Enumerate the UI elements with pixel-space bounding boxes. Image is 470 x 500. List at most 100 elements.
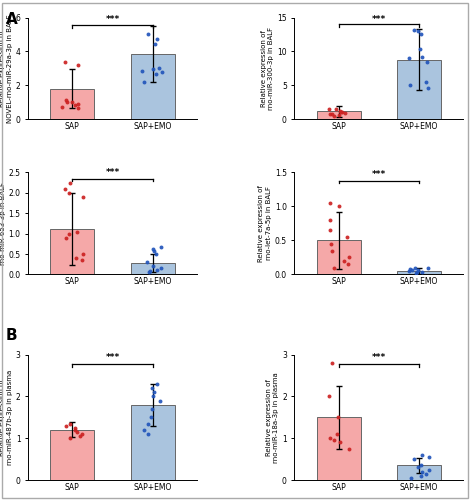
Point <box>66 230 73 237</box>
Y-axis label: Relative expression of
rno-let-7a-5p in BALF: Relative expression of rno-let-7a-5p in … <box>258 185 272 262</box>
Point <box>153 34 161 42</box>
Point <box>414 268 421 276</box>
Point <box>144 430 151 438</box>
Point <box>329 246 336 254</box>
Point <box>158 68 166 76</box>
Point <box>341 109 348 117</box>
Point <box>336 112 343 120</box>
Bar <box>316 112 360 120</box>
Point <box>330 112 338 120</box>
Point <box>146 267 154 275</box>
Point <box>74 104 82 112</box>
Bar <box>397 271 441 274</box>
Bar <box>131 54 175 120</box>
Point <box>413 269 420 277</box>
Point <box>149 262 157 270</box>
Point <box>336 202 343 210</box>
Point <box>151 40 159 48</box>
Point <box>424 264 432 272</box>
Text: ***: *** <box>105 16 119 24</box>
Point <box>150 247 157 255</box>
Point <box>148 414 155 422</box>
Point <box>62 58 69 66</box>
Point <box>152 250 160 258</box>
Point <box>334 430 341 438</box>
Point <box>78 430 86 438</box>
Point <box>150 388 157 396</box>
Point <box>409 266 416 274</box>
Text: B: B <box>6 328 18 342</box>
Point <box>326 434 334 442</box>
Point <box>327 240 335 248</box>
Point <box>419 268 426 276</box>
Point <box>140 426 148 434</box>
Point <box>406 265 414 273</box>
Point <box>416 46 423 54</box>
Point <box>63 234 70 241</box>
Point <box>79 250 86 258</box>
Point <box>74 61 81 69</box>
Point <box>406 267 413 275</box>
Point <box>62 96 70 104</box>
Point <box>423 58 431 66</box>
Text: A: A <box>6 12 18 28</box>
Point <box>415 27 422 35</box>
Point <box>338 108 345 116</box>
Point <box>418 468 426 475</box>
Point <box>344 233 351 241</box>
Point <box>74 228 81 235</box>
Point <box>145 268 153 276</box>
Y-axis label: Relative expression of
rno-miR-18a-3p in plasma: Relative expression of rno-miR-18a-3p in… <box>266 372 279 462</box>
Point <box>419 451 426 459</box>
Point <box>63 98 70 106</box>
Point <box>153 70 160 78</box>
Bar <box>50 89 94 120</box>
Point <box>424 84 432 92</box>
Point <box>326 226 333 234</box>
Bar <box>131 405 175 480</box>
Y-axis label: Relative expression of
NOVEL-rno-miR-29a-3p in BALF: Relative expression of NOVEL-rno-miR-29a… <box>0 14 13 123</box>
Point <box>144 420 152 428</box>
Point <box>406 82 414 90</box>
Point <box>340 257 348 265</box>
Point <box>411 264 418 272</box>
Point <box>425 453 432 461</box>
Point <box>334 414 342 422</box>
Point <box>59 102 66 110</box>
Point <box>66 434 74 442</box>
Bar <box>316 240 360 274</box>
Point <box>329 110 336 118</box>
Text: ***: *** <box>105 353 119 362</box>
Point <box>326 110 333 118</box>
Point <box>418 472 425 480</box>
Point <box>157 264 164 272</box>
Point <box>330 436 338 444</box>
Text: ***: *** <box>105 168 119 177</box>
Point <box>66 420 74 428</box>
Point <box>66 178 74 186</box>
Point <box>140 78 148 86</box>
Point <box>345 444 352 452</box>
Point <box>73 254 80 262</box>
Text: ***: *** <box>372 170 386 179</box>
Point <box>326 216 334 224</box>
Point <box>326 199 334 207</box>
Point <box>149 392 157 400</box>
Point <box>71 424 78 432</box>
Point <box>156 64 163 72</box>
Y-axis label: Relative expression of
rno-miR-300-3p in BALF: Relative expression of rno-miR-300-3p in… <box>261 27 274 110</box>
Y-axis label: Relative expression of
rno-miR-487b-3p in plasma: Relative expression of rno-miR-487b-3p i… <box>0 370 13 465</box>
Point <box>418 53 426 61</box>
Y-axis label: Relative expression of
rno-miR-653-3p in BALF: Relative expression of rno-miR-653-3p in… <box>0 182 6 265</box>
Point <box>139 67 146 75</box>
Point <box>345 260 352 268</box>
Point <box>65 189 72 197</box>
Point <box>423 470 430 478</box>
Point <box>153 380 160 388</box>
Bar <box>50 228 94 274</box>
Point <box>325 106 333 114</box>
Point <box>407 474 415 482</box>
Point <box>410 26 418 34</box>
Point <box>345 254 352 262</box>
Point <box>149 405 156 413</box>
